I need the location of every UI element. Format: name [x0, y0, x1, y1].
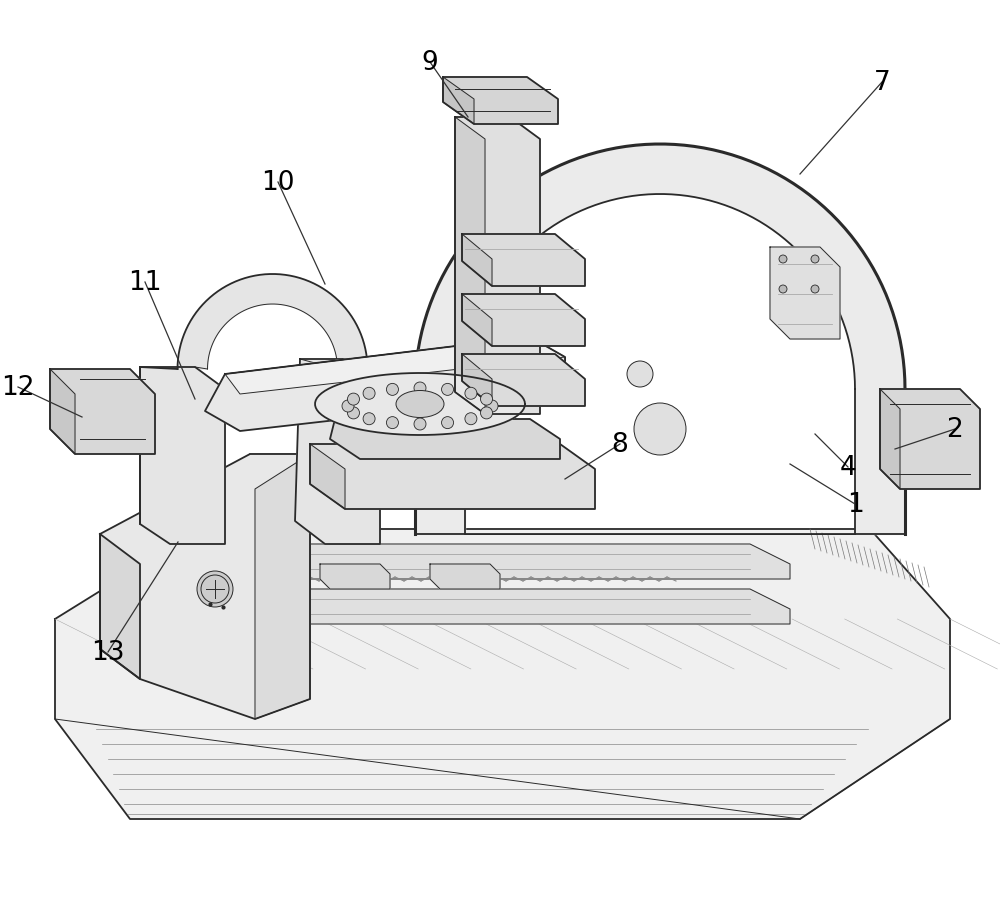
Circle shape [811, 255, 819, 263]
Polygon shape [295, 360, 380, 545]
Polygon shape [462, 235, 492, 287]
Polygon shape [462, 354, 585, 407]
Circle shape [481, 393, 493, 406]
Polygon shape [770, 248, 840, 340]
Polygon shape [462, 295, 492, 346]
Circle shape [363, 388, 375, 400]
Polygon shape [140, 368, 225, 545]
Polygon shape [330, 419, 560, 459]
Text: 9: 9 [422, 50, 438, 76]
Text: 7: 7 [874, 70, 890, 96]
Polygon shape [443, 78, 474, 124]
Circle shape [779, 255, 787, 263]
Polygon shape [415, 145, 905, 390]
Polygon shape [100, 455, 310, 719]
Polygon shape [50, 370, 155, 455]
Circle shape [197, 571, 233, 607]
Circle shape [811, 286, 819, 294]
Polygon shape [315, 373, 525, 436]
Polygon shape [310, 445, 345, 510]
Circle shape [481, 408, 493, 419]
Polygon shape [55, 529, 950, 819]
Text: 8: 8 [612, 431, 628, 457]
Polygon shape [255, 455, 310, 719]
Text: 11: 11 [128, 270, 162, 296]
Polygon shape [462, 295, 585, 346]
Circle shape [779, 286, 787, 294]
Polygon shape [100, 534, 140, 679]
Ellipse shape [396, 391, 444, 418]
Circle shape [386, 417, 398, 429]
Polygon shape [430, 565, 500, 589]
Circle shape [363, 413, 375, 425]
Circle shape [634, 403, 686, 456]
Polygon shape [225, 337, 565, 394]
Polygon shape [415, 390, 465, 534]
Polygon shape [50, 370, 75, 455]
Text: 4: 4 [840, 455, 856, 481]
Polygon shape [462, 235, 585, 287]
Text: 12: 12 [1, 374, 35, 400]
Circle shape [386, 384, 398, 396]
Circle shape [414, 382, 426, 394]
Polygon shape [205, 337, 565, 431]
Circle shape [486, 400, 498, 412]
Polygon shape [310, 445, 595, 510]
Polygon shape [320, 565, 390, 589]
Polygon shape [855, 390, 905, 534]
Circle shape [442, 384, 454, 396]
Polygon shape [115, 589, 790, 624]
Circle shape [414, 419, 426, 430]
Circle shape [627, 362, 653, 388]
Polygon shape [455, 118, 485, 415]
Circle shape [347, 393, 359, 406]
Polygon shape [462, 354, 492, 407]
Polygon shape [443, 78, 558, 124]
Circle shape [442, 417, 454, 429]
Circle shape [465, 388, 477, 400]
Polygon shape [880, 390, 980, 490]
Text: 2: 2 [947, 417, 963, 443]
Polygon shape [178, 275, 368, 370]
Polygon shape [115, 545, 790, 579]
Circle shape [465, 413, 477, 425]
Polygon shape [880, 390, 900, 490]
Text: 1: 1 [847, 492, 863, 518]
Circle shape [347, 408, 359, 419]
Polygon shape [455, 118, 540, 415]
Circle shape [342, 400, 354, 412]
Text: 10: 10 [261, 170, 295, 196]
Text: 13: 13 [91, 640, 125, 666]
